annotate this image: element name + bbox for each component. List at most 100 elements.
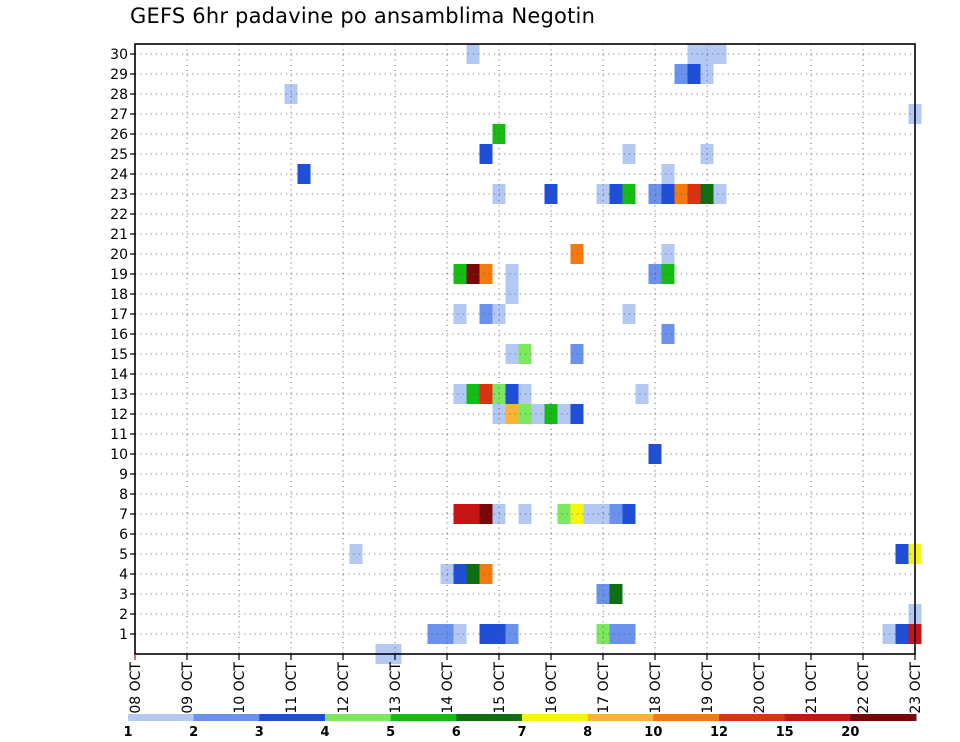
legend-color-box — [325, 714, 392, 721]
data-cell — [453, 384, 467, 404]
legend-color-box — [653, 714, 720, 721]
y-tick-label: 25 — [110, 147, 128, 163]
y-tick-label: 18 — [110, 287, 128, 303]
x-tick-label: 13 OCT — [388, 662, 404, 714]
chart-title: GEFS 6hr padavine po ansamblima Negotin — [130, 4, 596, 28]
legend-label: 15 — [776, 725, 794, 740]
data-cell — [479, 304, 493, 324]
y-tick-label: 29 — [110, 67, 128, 83]
y-tick-label: 22 — [110, 207, 128, 223]
data-cell — [505, 624, 519, 644]
data-cell — [427, 624, 441, 644]
x-tick-label: 21 OCT — [804, 662, 820, 714]
legend-label: 2 — [189, 725, 198, 740]
data-cell — [895, 544, 909, 564]
data-cell — [479, 624, 493, 644]
legend-color-box — [719, 714, 786, 721]
data-cell — [687, 184, 701, 204]
x-tick-label: 09 OCT — [180, 662, 196, 714]
data-cell — [583, 504, 597, 524]
data-cell — [609, 504, 623, 524]
data-cell — [661, 264, 675, 284]
y-tick-label: 6 — [119, 527, 128, 543]
legend-label: 7 — [517, 725, 526, 740]
data-cell — [609, 184, 623, 204]
data-cell — [661, 164, 675, 184]
data-cell — [505, 344, 519, 364]
legend-label: 20 — [841, 725, 859, 740]
y-tick-label: 14 — [110, 367, 128, 383]
x-tick-label: 16 OCT — [544, 662, 560, 714]
legend-color-box — [850, 714, 917, 721]
legend-label: 10 — [644, 725, 662, 740]
data-cell — [661, 184, 675, 204]
x-tick-label: 19 OCT — [700, 662, 716, 714]
data-cell — [713, 184, 727, 204]
y-tick-label: 13 — [110, 387, 128, 403]
data-cell — [609, 584, 623, 604]
y-tick-label: 16 — [110, 327, 128, 343]
data-cell — [453, 564, 467, 584]
y-tick-label: 30 — [110, 47, 128, 63]
data-cell — [635, 384, 649, 404]
y-tick-label: 15 — [110, 347, 128, 363]
data-cell — [479, 264, 493, 284]
x-tick-label: 20 OCT — [752, 662, 768, 714]
data-cell — [505, 384, 519, 404]
legend-label: 8 — [583, 725, 592, 740]
legend-label: 12 — [710, 725, 728, 740]
legend-color-box — [259, 714, 326, 721]
data-cell — [505, 284, 519, 304]
y-tick-label: 7 — [119, 507, 128, 523]
data-cell — [505, 404, 519, 424]
x-tick-label: 14 OCT — [440, 662, 456, 714]
y-tick-label: 23 — [110, 187, 128, 203]
legend-color-box — [784, 714, 851, 721]
data-cell — [505, 264, 519, 284]
x-tick-label: 15 OCT — [492, 662, 508, 714]
x-tick-label: 11 OCT — [284, 662, 300, 714]
y-tick-label: 17 — [110, 307, 128, 323]
plot-frame — [134, 43, 916, 655]
legend-label: 6 — [452, 725, 461, 740]
data-cell — [453, 264, 467, 284]
data-cell — [479, 384, 493, 404]
legend-label: 1 — [123, 725, 132, 740]
y-tick-label: 11 — [110, 427, 128, 443]
y-tick-label: 4 — [119, 567, 128, 583]
data-cell — [687, 64, 701, 84]
data-cell — [453, 624, 467, 644]
legend-color-box — [456, 714, 523, 721]
legend-label: 5 — [386, 725, 395, 740]
y-tick-label: 5 — [119, 547, 128, 563]
data-cell — [687, 44, 701, 64]
legend-color-box — [128, 714, 195, 721]
legend-color-box — [193, 714, 260, 721]
data-cell — [661, 324, 675, 344]
x-tick-label: 18 OCT — [648, 662, 664, 714]
y-tick-label: 8 — [119, 487, 128, 503]
y-tick-label: 28 — [110, 87, 128, 103]
x-tick-label: 23 OCT — [908, 662, 924, 714]
data-cell — [453, 504, 467, 524]
y-tick-label: 20 — [110, 247, 128, 263]
y-tick-label: 21 — [110, 227, 128, 243]
y-tick-label: 9 — [119, 467, 128, 483]
legend-label: 4 — [320, 725, 329, 740]
data-cell — [713, 44, 727, 64]
data-cell — [531, 404, 545, 424]
y-tick-label: 27 — [110, 107, 128, 123]
y-tick-label: 2 — [119, 607, 128, 623]
y-tick-label: 12 — [110, 407, 128, 423]
data-cell — [297, 164, 311, 184]
data-cell — [453, 304, 467, 324]
x-tick-label: 10 OCT — [232, 662, 248, 714]
data-cell — [661, 244, 675, 264]
y-tick-label: 3 — [119, 587, 128, 603]
x-tick-label: 17 OCT — [596, 662, 612, 714]
x-tick-label: 22 OCT — [856, 662, 872, 714]
data-cell — [479, 504, 493, 524]
legend-label: 3 — [255, 725, 264, 740]
data-cell — [557, 404, 571, 424]
